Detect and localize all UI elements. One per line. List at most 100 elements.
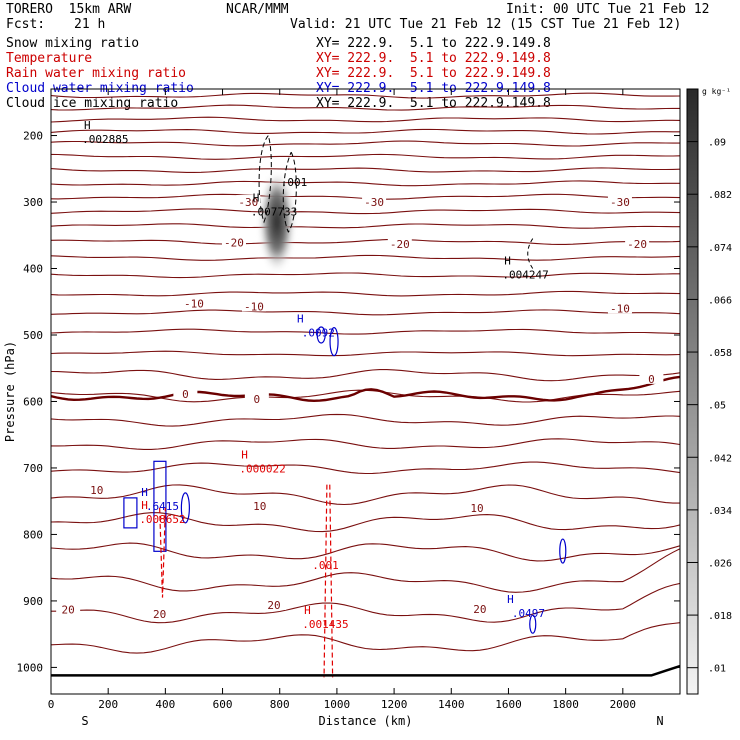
field-xy-rain: XY= 222.9. 5.1 to 222.9.149.8: [316, 66, 551, 81]
temperature-isoline: [51, 369, 680, 382]
colorbar: [686, 88, 699, 695]
maximum-marker: H: [304, 604, 311, 617]
colorbar-tick-label: .058: [708, 348, 732, 359]
snow-contour: [527, 238, 534, 269]
y-tick-label: 300: [23, 196, 43, 209]
temperature-isoline: [51, 116, 680, 123]
temperature-isoline: [51, 238, 680, 245]
snow-shading: [258, 169, 295, 274]
temperature-label-bg: [244, 391, 269, 404]
y-tick-label: 200: [23, 130, 43, 143]
temperature-isoline: [51, 548, 680, 593]
colorbar-tick-label: .082: [708, 190, 732, 201]
maximum-marker: H: [253, 191, 260, 204]
temperature-label: -20: [627, 238, 647, 251]
temperature-label: 20: [153, 608, 166, 621]
temperature-isoline: [51, 140, 680, 147]
x-tick-label: 1400: [438, 698, 465, 711]
temperature-isoline: [51, 622, 680, 654]
temperature-isoline: [51, 272, 680, 279]
x-tick-label: 2000: [610, 698, 637, 711]
temperature-label-bg: [173, 387, 198, 400]
maximum-value: .002885: [82, 133, 128, 146]
temperature-label-bg: [56, 602, 81, 615]
y-axis-label: Pressure (hPa): [3, 341, 17, 442]
temperature-isoline: [51, 223, 680, 229]
temperature-label: -20: [390, 238, 410, 251]
temperature-isoline: [51, 153, 680, 160]
temperature-isoline: [51, 582, 680, 624]
maximum-marker: H: [507, 593, 514, 606]
org-title: NCAR/MMM: [226, 2, 289, 17]
x-tick-label: 1000: [324, 698, 351, 711]
x-tick-label: 1800: [552, 698, 579, 711]
colorbar-tick-label: .05: [708, 401, 726, 412]
temperature-isoline: [51, 350, 680, 357]
temperature-label-bg: [639, 371, 664, 384]
y-tick-label: 500: [23, 329, 43, 342]
y-tick-label: 400: [23, 263, 43, 276]
temperature-label-bg: [387, 236, 412, 249]
colorbar-tick-label: .034: [708, 506, 732, 517]
temperature-label: 20: [62, 604, 75, 617]
cloud-water-contour: [153, 460, 167, 552]
maximum-marker: H: [241, 449, 248, 462]
temperature-label: -30: [238, 196, 258, 209]
maximum-value: .6415: [146, 500, 179, 513]
temperature-label-bg: [221, 235, 246, 248]
temperature-label: 20: [473, 603, 486, 616]
temperature-isoline: [51, 542, 680, 562]
colorbar-tick-label: .018: [708, 611, 732, 622]
temperature-isoline: [51, 208, 680, 215]
temperature-isoline: [51, 180, 680, 187]
temperature-isoline: [51, 254, 680, 261]
temperature-label-bg: [241, 299, 266, 312]
rain-contour: [323, 484, 334, 678]
maximum-marker: H: [141, 486, 148, 499]
colorbar-unit: g kg⁻¹: [702, 87, 731, 96]
temperature-label-bg: [465, 500, 490, 513]
colorbar-tick-label: .026: [708, 558, 732, 569]
snow-contour: [258, 135, 272, 224]
colorbar-tick-label: .042: [708, 453, 732, 464]
maximum-value: .007733: [251, 205, 297, 218]
colorbar-tick-label: .09: [708, 138, 726, 149]
maximum-value: .008652: [139, 513, 185, 526]
temperature-label: 0: [648, 373, 655, 386]
temperature-label-bg: [236, 195, 261, 208]
temperature-label: -10: [184, 298, 204, 311]
temperature-isoline: [51, 328, 680, 335]
x-axis-label: Distance (km): [319, 714, 413, 728]
cloud-water-contour: [529, 614, 537, 634]
colorbar-tick-label: .01: [708, 664, 726, 675]
cloud-water-contour: [559, 538, 567, 564]
maximum-value: .000022: [239, 463, 285, 476]
temperature-isoline: [51, 309, 680, 316]
temperature-label-bg: [607, 301, 632, 314]
x-tick-label: 0: [48, 698, 55, 711]
temperature-label: -30: [364, 196, 384, 209]
init-time: Init: 00 UTC Tue 21 Feb 12: [506, 2, 710, 17]
y-tick-label: 700: [23, 462, 43, 475]
zero-isotherm: [51, 375, 680, 403]
x-tick-label: 200: [98, 698, 118, 711]
temperature-label-bg: [625, 236, 650, 249]
x-tick-label: 1200: [381, 698, 408, 711]
temperature-isoline: [51, 512, 680, 533]
temperature-isoline: [51, 167, 680, 173]
field-label-cloud-ice: Cloud ice mixing ratio: [6, 96, 179, 111]
temperature-isoline: [51, 438, 680, 450]
forecast-label: Fcst:: [6, 17, 46, 32]
cloud-water-contour: [329, 327, 339, 357]
maximum-marker: H: [297, 312, 304, 325]
south-label: S: [81, 714, 88, 728]
temperature-label: 20: [267, 599, 280, 612]
field-label-snow: Snow mixing ratio: [6, 36, 140, 51]
temperature-label-bg: [262, 597, 287, 610]
maximum-marker: H: [84, 119, 91, 132]
temperature-label: -10: [244, 300, 264, 313]
cloud-water-contour: [180, 492, 190, 524]
maximum-value: .0497: [512, 607, 545, 620]
x-tick-label: 800: [270, 698, 290, 711]
